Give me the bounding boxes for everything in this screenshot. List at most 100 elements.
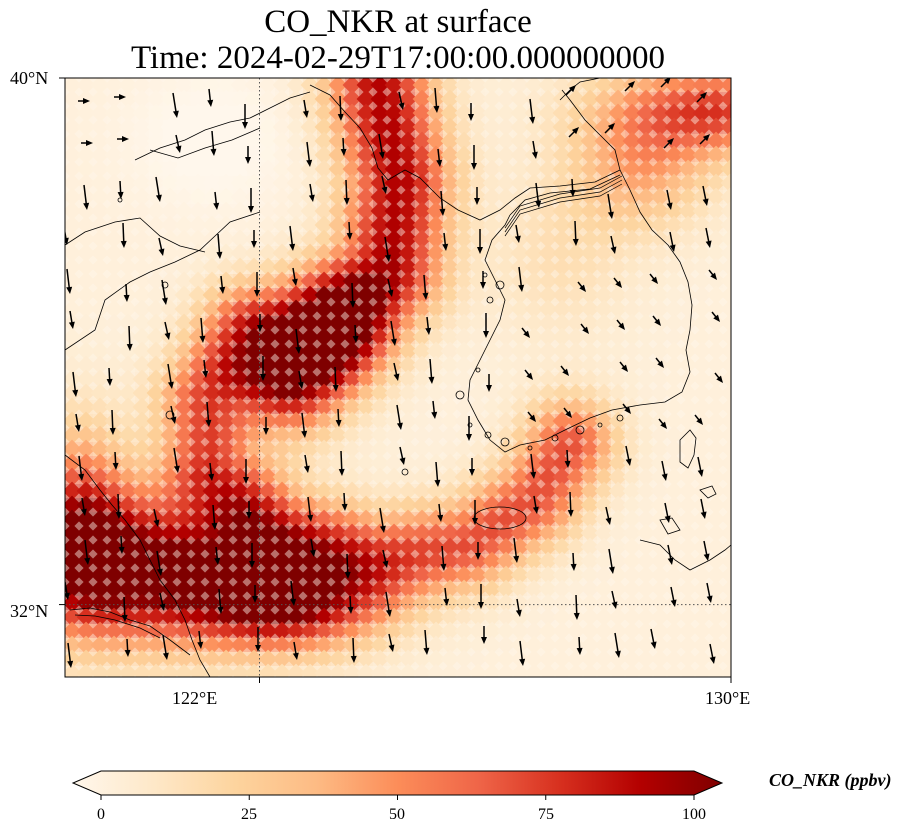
field-cell-base	[625, 386, 639, 400]
field-cell-base	[177, 232, 191, 246]
field-cell-base	[569, 64, 583, 78]
field-cell-base	[513, 526, 527, 540]
field-cell-base	[79, 246, 93, 260]
wind-vector	[570, 552, 577, 571]
field-cell-base	[639, 148, 653, 162]
field-cell-base	[513, 442, 527, 456]
field-cell-base	[541, 484, 555, 498]
field-cell	[735, 258, 753, 276]
field-cell-base	[387, 596, 401, 610]
field-cell-base	[275, 204, 289, 218]
field-cell-base	[415, 302, 429, 316]
field-cell	[735, 594, 753, 612]
field-cell-base	[415, 134, 429, 148]
field-cell-base	[653, 596, 667, 610]
field-cell-base	[639, 134, 653, 148]
field-cell	[65, 558, 68, 564]
field-cell-base	[93, 134, 107, 148]
field-cell-base	[51, 92, 65, 106]
field-cell-base	[275, 64, 289, 78]
field-cell-base	[135, 526, 149, 540]
field-cell-base	[555, 568, 569, 582]
field-cell-base	[219, 316, 233, 330]
field-cell-base	[135, 246, 149, 260]
field-cell-base	[485, 568, 499, 582]
field-cell-base	[625, 680, 639, 694]
field-cell-base	[191, 358, 205, 372]
field-cell-base	[387, 652, 401, 666]
field-cell-base	[331, 218, 345, 232]
field-cell-base	[429, 568, 443, 582]
field-cell-base	[625, 428, 639, 442]
field-cell-base	[443, 246, 457, 260]
field-cell-base	[289, 162, 303, 176]
coastline-segment	[699, 485, 717, 499]
field-cell	[573, 78, 579, 81]
field-cell-base	[275, 176, 289, 190]
field-cell-base	[611, 400, 625, 414]
field-cell-base	[457, 190, 471, 204]
field-cell-base	[583, 512, 597, 526]
field-cell-base	[247, 666, 261, 677]
field-cell-base	[191, 92, 205, 106]
field-cell-base	[639, 582, 653, 596]
field-cell-base	[205, 442, 219, 456]
field-cell-base	[177, 288, 191, 302]
wind-vector	[531, 140, 538, 159]
field-cell	[65, 432, 68, 438]
field-cell-base	[331, 652, 345, 666]
field-cell-base	[261, 596, 275, 610]
field-cell	[665, 678, 683, 696]
field-cell-base	[233, 596, 247, 610]
field-cell-base	[121, 148, 135, 162]
field-cell-base	[107, 470, 121, 484]
field-cell-base	[387, 666, 401, 677]
wind-vector	[443, 587, 450, 606]
field-cell-base	[527, 330, 541, 344]
wind-vector	[382, 549, 389, 568]
field-cell-base	[149, 428, 163, 442]
field-cell-base	[247, 176, 261, 190]
field-cell-base	[163, 428, 177, 442]
field-cell-base	[485, 456, 499, 470]
field-cell-base	[415, 596, 429, 610]
field-cell-base	[233, 358, 247, 372]
field-cell-base	[709, 610, 723, 624]
field-cell-base	[597, 596, 611, 610]
field-cell-base	[667, 442, 681, 456]
field-cell-base	[331, 582, 345, 596]
field-cell-base	[527, 638, 541, 652]
field-cell-base	[191, 162, 205, 176]
field-cell-base	[723, 246, 731, 260]
field-cell-base	[485, 610, 499, 624]
field-cell-base	[737, 78, 751, 92]
field-cell-base	[569, 120, 583, 134]
field-cell-base	[499, 162, 513, 176]
field-cell-base	[709, 624, 723, 638]
field-cell-base	[79, 386, 93, 400]
field-cell-base	[79, 526, 93, 540]
field-cell-base	[499, 512, 513, 526]
field-cell-base	[191, 372, 205, 386]
field-cell-base	[695, 330, 709, 344]
field-cell-base	[121, 498, 135, 512]
field-cell-base	[177, 274, 191, 288]
wind-vector	[437, 503, 444, 522]
field-cell-base	[653, 568, 667, 582]
field-cell	[503, 78, 509, 81]
field-cell-base	[121, 218, 135, 232]
wind-vector	[308, 183, 315, 202]
field-cell-base	[485, 666, 499, 677]
field-cell-base	[247, 498, 261, 512]
field-cell-base	[51, 456, 65, 470]
field-cell-base	[65, 428, 79, 442]
wind-vector	[521, 327, 530, 338]
field-cell-base	[359, 358, 373, 372]
field-cell-base	[345, 162, 359, 176]
field-cell-base	[303, 442, 317, 456]
field-cell-base	[135, 344, 149, 358]
field-cell-base	[443, 386, 457, 400]
field-cell-base	[345, 652, 359, 666]
field-cell-base	[555, 204, 569, 218]
field-cell	[735, 90, 753, 108]
